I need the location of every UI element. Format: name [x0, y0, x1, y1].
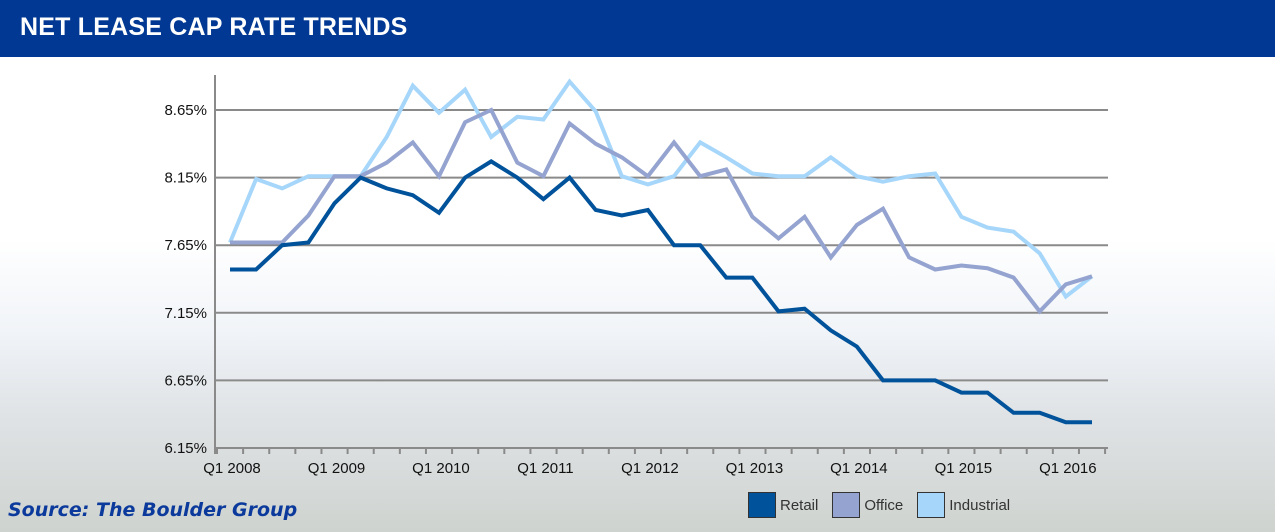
y-tick-label: 8.65%	[164, 102, 207, 119]
y-tick-label: 7.15%	[164, 305, 207, 322]
x-tick-label: Q1 2013	[726, 460, 784, 477]
series-line-retail	[230, 159, 1092, 425]
legend-item-industrial: Industrial	[917, 492, 1010, 518]
x-tick-label: Q1 2008	[203, 460, 261, 477]
legend-label-office: Office	[864, 496, 904, 514]
legend-label-retail: Retail	[780, 496, 819, 514]
series-line-office	[230, 107, 1093, 315]
legend-label-industrial: Industrial	[949, 496, 1011, 514]
x-tick-label: Q1 2010	[412, 460, 470, 477]
legend-item-office: Office	[832, 492, 903, 518]
series-line-industrial	[228, 78, 1094, 300]
legend: Retail Office Industrial	[748, 492, 1024, 518]
source-note: Source: The Boulder Group	[8, 499, 298, 521]
legend-swatch-retail	[748, 492, 776, 518]
legend-item-retail: Retail	[748, 492, 818, 518]
x-tick-label: Q1 2016	[1039, 460, 1097, 477]
x-tick-label: Q1 2012	[621, 460, 679, 477]
y-tick-label: 8.15%	[164, 170, 207, 187]
legend-swatch-office	[832, 492, 861, 518]
legend-swatch-industrial	[917, 492, 946, 518]
title-bar: NET LEASE CAP RATE TRENDS	[0, 0, 1275, 57]
y-tick-label: 6.65%	[164, 372, 207, 389]
y-tick-label: 7.65%	[164, 237, 207, 254]
page-title: NET LEASE CAP RATE TRENDS	[20, 13, 408, 41]
x-tick-label: Q1 2014	[830, 460, 888, 477]
x-tick-label: Q1 2015	[935, 460, 993, 477]
y-tick-label: 6.15%	[164, 440, 207, 457]
x-tick-label: Q1 2009	[308, 460, 366, 477]
x-tick-label: Q1 2011	[517, 460, 573, 477]
